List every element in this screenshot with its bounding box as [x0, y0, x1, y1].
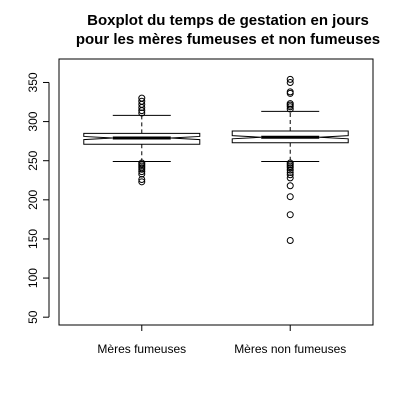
y-tick-label: 300 [26, 111, 40, 131]
outlier-point [286, 105, 294, 113]
box-notched-body [83, 132, 201, 145]
outlier-point [286, 182, 294, 190]
boxes [83, 75, 349, 245]
y-tick-label: 50 [26, 310, 40, 324]
outlier-point [138, 109, 146, 117]
y-tick-label: 100 [26, 268, 40, 288]
outlier-point [286, 100, 294, 108]
box-notched-body [231, 130, 349, 144]
chart-title-line-1: Boxplot du temps de gestation en jours [87, 12, 369, 29]
y-tick-label: 350 [26, 72, 40, 92]
y-tick-label: 200 [26, 189, 40, 209]
outlier-point [286, 166, 294, 174]
outlier-point [286, 193, 294, 201]
chart-title-line-2: pour les mères fumeuses et non fumeuses [76, 31, 380, 48]
outlier-point [286, 171, 294, 179]
outlier-point [286, 159, 294, 167]
x-category-label: Mères non fumeuses [234, 342, 346, 356]
box-group [83, 94, 201, 186]
outlier-point [138, 159, 146, 167]
outlier-point [286, 211, 294, 219]
outlier-point [138, 94, 146, 102]
outlier-point [286, 78, 294, 86]
y-tick-label: 150 [26, 229, 40, 249]
y-tick-label: 250 [26, 150, 40, 170]
x-axis: Mères fumeuses Mères non fumeuses [97, 325, 346, 356]
x-category-label: Mères fumeuses [97, 342, 186, 356]
outlier-point [138, 168, 146, 176]
outlier-point [286, 237, 294, 245]
outlier-point [286, 174, 294, 182]
outlier-point [138, 178, 146, 186]
y-axis: 50 100 150 200 250 300 350 [26, 72, 50, 324]
plot-frame [58, 58, 374, 326]
outlier-point [138, 175, 146, 183]
outlier-point [286, 75, 294, 83]
outlier-point [286, 88, 294, 96]
box-group [231, 75, 349, 245]
outlier-point [138, 97, 146, 105]
